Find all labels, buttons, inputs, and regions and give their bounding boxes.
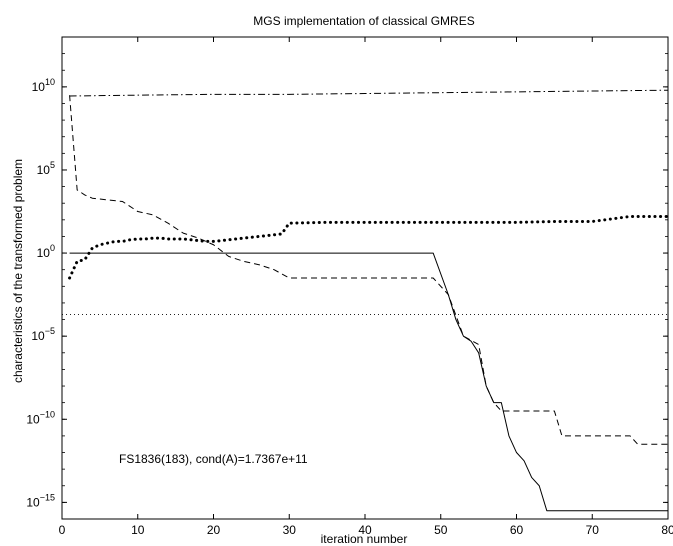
y-tick-label: 10−15 xyxy=(26,492,55,509)
x-tick-label: 0 xyxy=(59,523,66,537)
series-group xyxy=(62,89,670,512)
chart-title: MGS implementation of classical GMRES xyxy=(253,14,474,28)
y-tick-label: 10−5 xyxy=(31,326,55,343)
x-tick-label: 10 xyxy=(131,523,145,537)
series-line-dashdot xyxy=(69,89,669,97)
chart-annotation: FS1836(183), cond(A)=1.7367e+11 xyxy=(119,452,308,466)
x-tick-label: 40 xyxy=(358,523,372,537)
y-tick-label: 105 xyxy=(37,160,55,177)
x-tick-label: 50 xyxy=(434,523,448,537)
axis-ticks: 0 10 20 30 40 50 60 70 80 1010 105 100 10−5 10−10 10−1… xyxy=(26,36,673,537)
x-tick-label: 30 xyxy=(283,523,297,537)
y-tick-label: 100 xyxy=(37,243,55,260)
series-line-dotted xyxy=(68,215,670,280)
series-line-solid xyxy=(69,252,668,512)
x-tick-label: 20 xyxy=(207,523,221,537)
y-axis-label: characteristics of the transformed probl… xyxy=(11,159,25,383)
y-tick-label: 1010 xyxy=(32,77,55,94)
y-tick-label: 10−10 xyxy=(26,409,55,426)
x-tick-label: 60 xyxy=(510,523,524,537)
series-line-dashed xyxy=(69,95,668,445)
x-tick-label: 80 xyxy=(661,523,673,537)
x-tick-label: 70 xyxy=(586,523,600,537)
x-axis-label: iteration number xyxy=(321,532,408,546)
